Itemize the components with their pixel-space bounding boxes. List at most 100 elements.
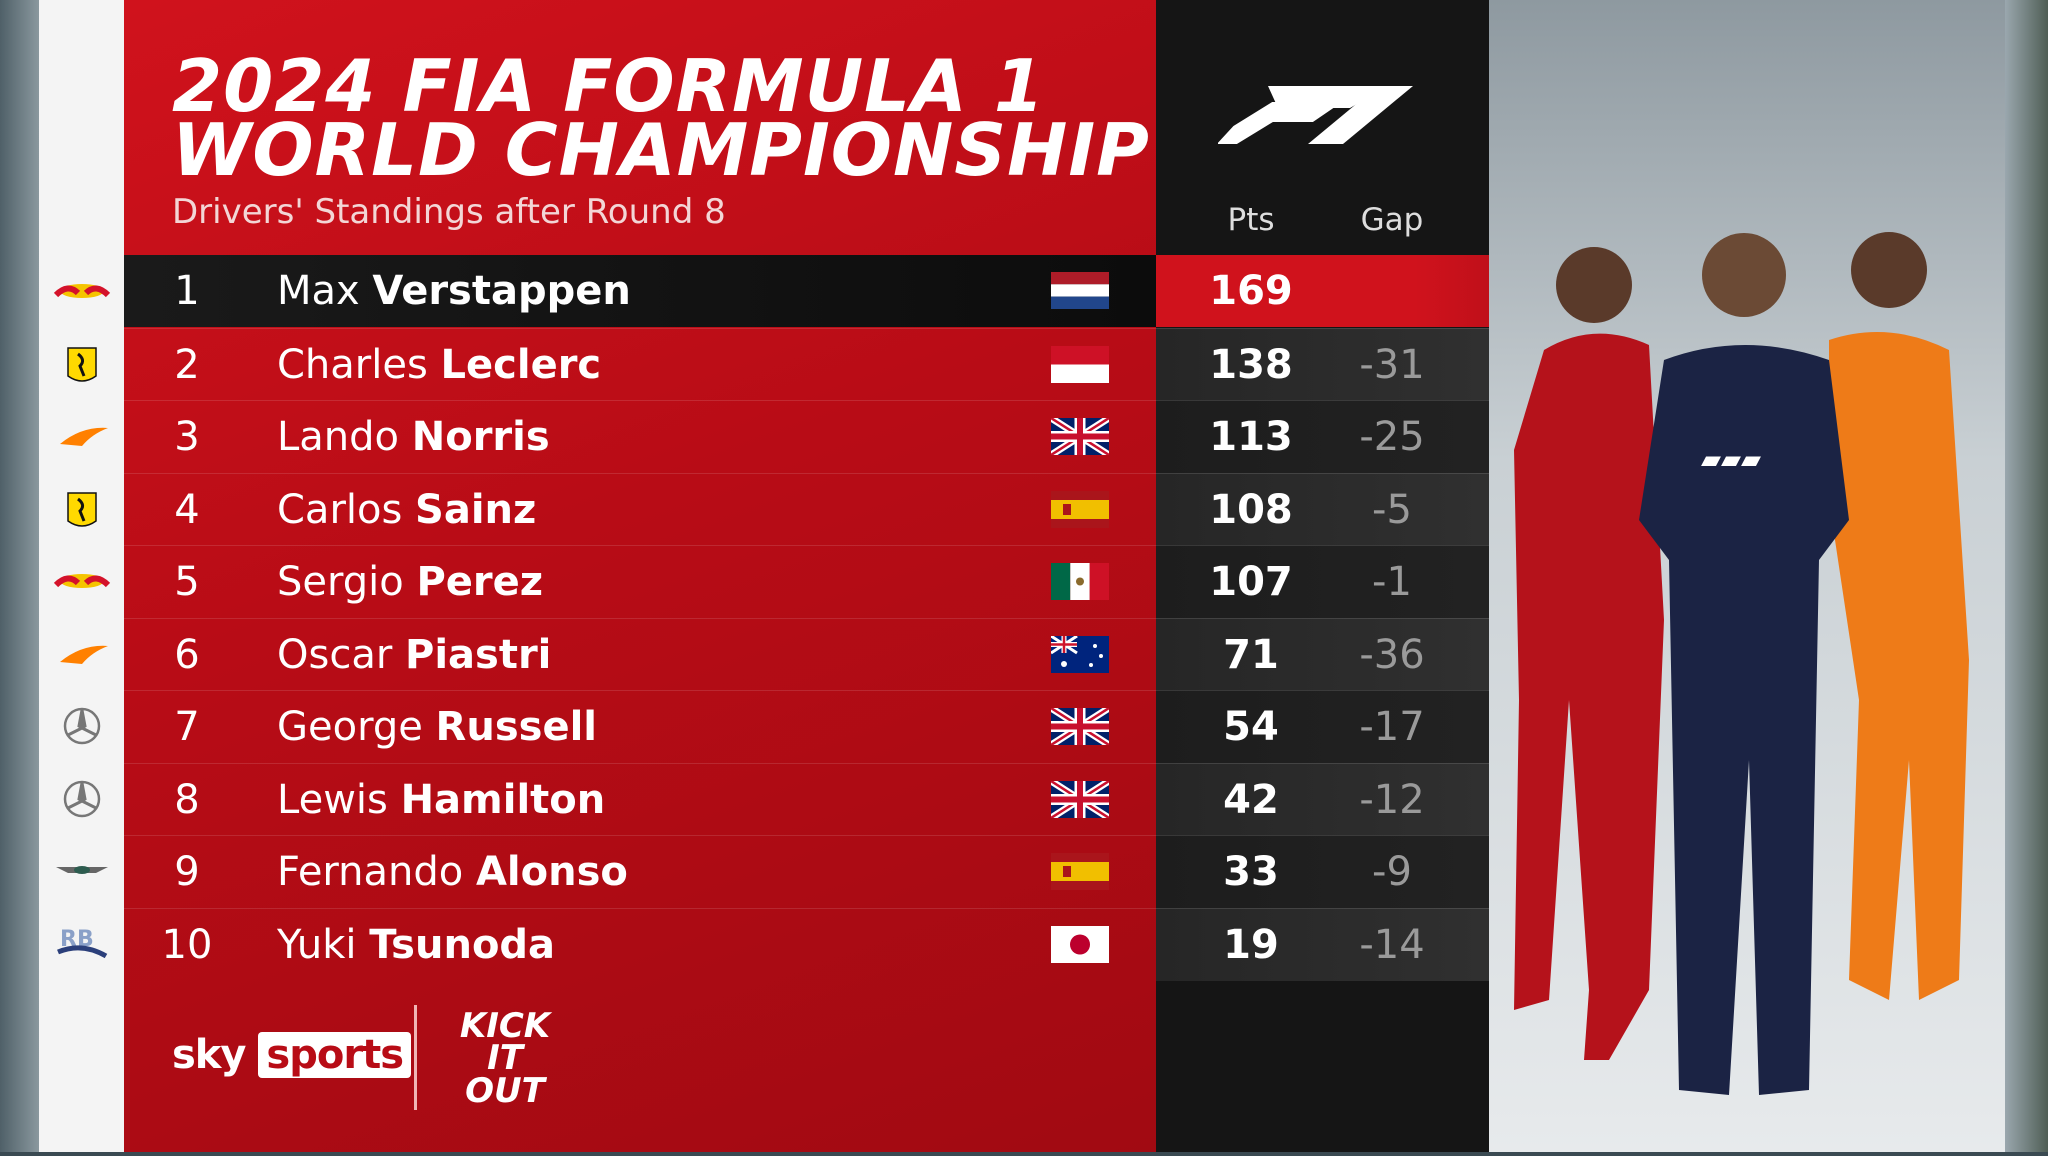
last-name: Perez <box>416 559 544 605</box>
position: 8 <box>174 776 200 823</box>
driver-name: Carlos Sainz <box>277 474 536 546</box>
f1-logo <box>1218 86 1413 144</box>
first-name: Oscar <box>277 631 393 678</box>
flag-icon <box>1051 490 1109 528</box>
driver-figure <box>1829 232 1969 1000</box>
flag <box>1049 705 1111 749</box>
team-logo-icon <box>53 574 111 588</box>
driver-name: Lewis Hamilton <box>277 764 605 836</box>
first-name: Carlos <box>277 486 403 533</box>
points: 19 <box>1223 921 1279 968</box>
flag-icon <box>1049 415 1111 458</box>
first-name: Charles <box>277 341 428 388</box>
last-name: Sainz <box>415 486 537 533</box>
flag <box>1050 634 1109 677</box>
team-logo-icon <box>53 284 111 298</box>
last-name: Leclerc <box>440 341 602 388</box>
position: 5 <box>174 559 200 605</box>
points: 169 <box>1209 268 1293 314</box>
points: 108 <box>1209 486 1293 533</box>
driver-name: Max Verstappen <box>277 255 631 327</box>
team-logo-icon: RB <box>57 927 108 958</box>
logo-text: sky <box>172 1032 246 1078</box>
standings-row: 7 George Russell 54 -17 <box>124 690 1489 763</box>
team-logo <box>52 559 112 607</box>
drivers-photo: ▰▰▰ <box>1489 0 2005 1152</box>
flag-icon <box>1049 705 1111 748</box>
team-logo-icon <box>63 707 101 745</box>
flag <box>1051 345 1109 387</box>
driver-name: Yuki Tsunoda <box>277 909 555 981</box>
team-logo-icon <box>56 866 108 874</box>
driver-figure <box>1514 247 1664 1060</box>
points: 54 <box>1223 704 1279 750</box>
gap: -25 <box>1359 414 1425 460</box>
gap: -5 <box>1372 486 1412 533</box>
flag <box>1051 925 1109 967</box>
flag-icon <box>1049 777 1111 821</box>
points: 138 <box>1209 341 1293 388</box>
first-name: Lando <box>277 414 400 460</box>
gap: -31 <box>1359 341 1425 388</box>
position: 2 <box>174 341 200 388</box>
gap: -1 <box>1372 559 1412 605</box>
points: 113 <box>1209 414 1293 460</box>
team-logo-icon <box>63 780 101 817</box>
standings-row: 10 Yuki Tsunoda 19 -14 <box>124 907 1489 981</box>
first-name: Max <box>277 268 360 314</box>
gap: -36 <box>1359 631 1425 678</box>
column-header: Gap <box>1360 202 1424 238</box>
background-edge <box>2005 0 2048 1152</box>
first-name: Lewis <box>277 776 388 823</box>
first-name: Sergio <box>277 559 404 605</box>
team-logo <box>52 777 112 825</box>
gap: -9 <box>1372 849 1412 895</box>
flag <box>1051 563 1109 604</box>
kick-it-out-logo: KICK IT OUT <box>459 1006 551 1111</box>
last-name: Tsunoda <box>369 921 556 968</box>
flag-icon <box>1050 634 1109 673</box>
column-header: Pts <box>1227 202 1275 238</box>
team-logo <box>52 632 112 680</box>
position: 10 <box>161 921 213 968</box>
last-name: Norris <box>411 414 550 460</box>
standings-row: 8 Lewis Hamilton 42 -12 <box>124 762 1489 836</box>
position: 4 <box>174 486 200 533</box>
driver-figure: ▰▰▰ <box>1639 233 1849 1095</box>
points: 42 <box>1223 776 1279 823</box>
first-name: George <box>277 704 423 750</box>
points: 33 <box>1223 849 1279 895</box>
flag <box>1051 272 1109 313</box>
last-name: Alonso <box>475 849 628 895</box>
flag <box>1049 777 1111 822</box>
sponsor-mark: ▰▰▰ <box>1701 445 1761 475</box>
standings-row: 2 Charles Leclerc 138 -31 <box>124 327 1489 401</box>
standings-row: 9 Fernando Alonso 33 -9 <box>124 835 1489 908</box>
subtitle: Drivers' Standings after Round 8 <box>172 192 726 232</box>
sky-sports-logo: sky sports <box>172 1032 411 1078</box>
last-name: Hamilton <box>400 776 606 823</box>
driver-name: Sergio Perez <box>277 546 543 618</box>
drivers-illustration: ▰▰▰ <box>1514 232 1969 1095</box>
team-logo <box>52 704 112 752</box>
team-logo-icon <box>67 346 97 382</box>
standings-row: 3 Lando Norris 113 -25 <box>124 400 1489 473</box>
team-logo: RB <box>52 922 112 970</box>
points: 71 <box>1223 631 1279 678</box>
team-logo-icon <box>60 427 108 446</box>
flag <box>1051 853 1109 894</box>
standings-row: 4 Carlos Sainz 108 -5 <box>124 472 1489 546</box>
position: 6 <box>174 631 200 678</box>
first-name: Fernando <box>277 849 464 895</box>
team-logo <box>52 342 112 390</box>
flag <box>1051 490 1109 532</box>
first-name: Yuki <box>277 921 357 968</box>
position: 3 <box>174 414 200 460</box>
standings-row: 1 Max Verstappen 169 <box>124 255 1489 327</box>
driver-name: George Russell <box>277 691 597 763</box>
team-logo-icon <box>67 491 97 527</box>
gap: -12 <box>1359 776 1425 823</box>
title: WORLD CHAMPIONSHIP <box>172 108 1150 192</box>
logo-text: sports <box>258 1032 411 1078</box>
